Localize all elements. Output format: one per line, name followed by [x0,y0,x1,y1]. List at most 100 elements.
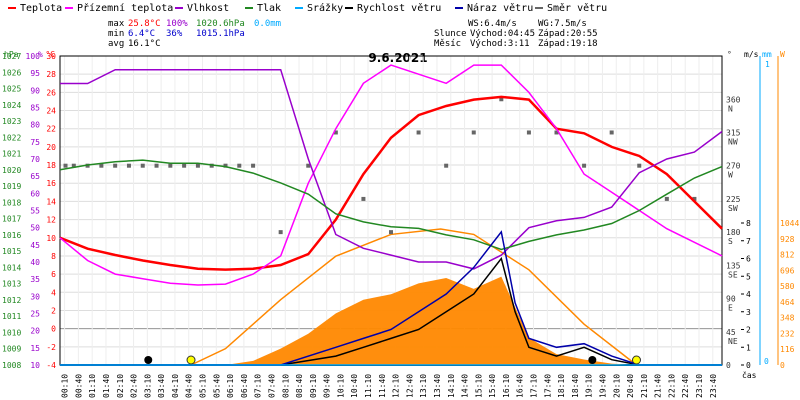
x-tick-label: 11:40 [378,374,387,398]
stat-min-press: 1015.1hPa [196,29,245,39]
mm-axis-label: mm [762,50,772,59]
dir-tick-label: 0 [726,361,731,370]
stat-max-rain: 0.0mm [254,19,281,29]
wind-direction-dot [664,196,669,201]
wind-direction-dot [637,163,642,168]
hpa-axis-label: hPa [4,50,19,59]
temp-tick-label: 4 [51,288,56,297]
dir-tick-label: 225 [726,195,741,204]
x-tick-label: 01:10 [88,374,97,398]
x-tick-label: 22:40 [681,374,690,398]
wind-direction-dot [126,163,131,168]
pct-tick-label: 75 [30,138,40,147]
pct-tick-label: 10 [30,361,40,370]
solar-area [60,276,722,365]
temp-tick-label: 6 [51,270,56,279]
dir-tick-dir: E [728,304,733,313]
x-tick-label: 15:10 [474,374,483,398]
temp-tick-label: 10 [46,234,56,243]
x-tick-label: 23:40 [709,374,718,398]
temp-tick-label: 16 [46,179,56,188]
wind-info: WS:6.4m/s WG:7.5m/s Slunce Východ:04:45 … [434,19,598,49]
x-tick-label: 00:40 [74,374,83,398]
temp-tick-label: 24 [46,107,56,116]
series-line [59,95,723,271]
x-tick-label: 20:40 [626,374,635,398]
stat-max-temp: 25.8°C [128,19,161,29]
x-tick-label: 02:10 [116,374,125,398]
x-tick-label: 17:40 [543,374,552,398]
mm-tick-label: 0 [764,357,769,366]
sunset-marker [631,355,641,365]
w-tick-label: 464 [780,298,795,307]
temp-tick-label: 8 [51,252,56,261]
solar-theory-line [190,228,637,366]
wind-direction-dot [692,196,697,201]
hpa-tick-label: 1014 [2,263,21,272]
dir-tick-label: 135 [726,261,741,270]
pct-tick-label: 15 [30,344,40,353]
x-tick-label: 03:40 [157,374,166,398]
ms-tick-label: 5 [746,272,751,281]
w-tick-label: 116 [780,345,795,354]
hpa-tick-label: 1018 [2,198,21,207]
legend-label: Přízemní teplota [77,2,173,14]
hpa-tick-label: 1011 [2,312,21,321]
temp-tick-label: 12 [46,216,56,225]
legend: Teplota Přízemní teplota Vlhkost Tlak Srážky… [8,2,607,14]
legend-label: Vlhkost [187,3,229,14]
hpa-tick-label: 1026 [2,68,21,77]
plot-area [59,64,723,366]
hpa-tick-label: 1019 [2,182,21,191]
x-tick-label: 16:10 [502,374,511,398]
x-tick-label: 12:10 [392,374,401,398]
x-tick-label: 18:40 [571,374,580,398]
pct-axis-label: % [38,50,43,59]
stat-min-temp: 6.4°C [128,29,155,39]
wind-direction-dot [278,230,283,235]
x-tick-label: 10:10 [336,374,345,398]
x-tick-label: 23:10 [695,374,704,398]
wind-direction-dot [63,163,68,168]
hpa-tick-label: 1020 [2,166,21,175]
pct-tick-label: 45 [30,241,40,250]
legend-label: Srážky [307,2,343,14]
x-tick-label: 18:10 [557,374,566,398]
temp-tick-label: 0 [51,325,56,334]
x-tick-label: 02:40 [130,374,139,398]
wind-direction-dot [113,163,118,168]
sunrise: Východ:04:45 [470,29,535,39]
x-tick-label: 07:40 [267,374,276,398]
series-line [59,64,723,286]
legend-label: Náraz větru [467,2,533,14]
hpa-tick-label: 1012 [2,296,21,305]
w-axis-label: W [780,50,785,59]
mm-tick-label: 1 [765,60,770,69]
x-tick-label: 14:40 [461,374,470,398]
ms-tick-label: 3 [746,308,751,317]
stat-max-label: max [108,19,125,29]
w-tick-label: 696 [780,266,795,275]
wind-direction-dot [306,163,311,168]
wind-direction-dot [416,130,421,135]
dir-tick-dir: SE [728,270,738,279]
wind-direction-dot [168,163,173,168]
pct-tick-label: 55 [30,207,40,216]
hpa-tick-label: 1009 [2,345,21,354]
x-tick-label: 06:10 [226,374,235,398]
dir-tick-dir: NW [728,137,738,146]
x-tick-label: 07:10 [254,374,263,398]
w-tick-label: 812 [780,251,795,260]
stat-min-label: min [108,29,124,39]
x-tick-label: 03:10 [143,374,152,398]
w-tick-label: 1044 [780,219,799,228]
wind-direction-dot [195,163,200,168]
ms-tick-label: 0 [746,361,751,370]
ms-tick-label: 1 [746,343,751,352]
pct-tick-label: 25 [30,310,40,319]
wind-direction-dot [99,163,104,168]
dir-tick-label: 360 [726,95,741,104]
x-tick-label: 10:40 [350,374,359,398]
pct-tick-label: 35 [30,275,40,284]
x-tick-label: 00:10 [61,374,70,398]
